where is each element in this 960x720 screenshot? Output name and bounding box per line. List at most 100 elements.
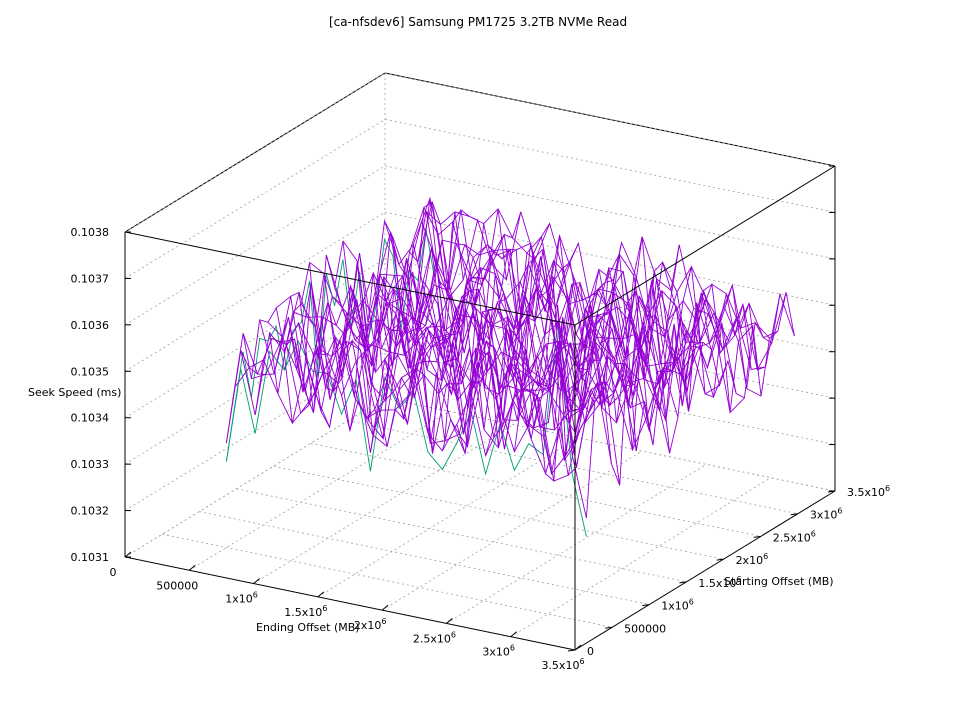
chart-title: [ca-nfsdev6] Samsung PM1725 3.2TB NVMe R… [329, 15, 627, 29]
x-floor-grid-6 [510, 477, 771, 638]
x-tick-label-3: 1.5x106 [284, 604, 327, 619]
y-tick-6 [790, 513, 798, 516]
surface-col-10 [369, 243, 579, 453]
surface-col-3 [269, 209, 478, 394]
y-tick-label-4: 2x106 [736, 552, 769, 567]
y-tick-label-0: 0 [587, 645, 594, 658]
surface-rim-x [225, 323, 587, 537]
surface-row-25 [433, 211, 795, 371]
surface-col-11 [384, 235, 594, 409]
surface-row-17 [367, 256, 729, 399]
surface-col-18 [485, 279, 695, 456]
surface-row-3 [251, 338, 612, 482]
x-axis-label: Ending Offset (MB) [256, 621, 360, 634]
surface-col-9 [355, 243, 565, 435]
x-floor-grid-3 [317, 437, 579, 598]
y-axis-label: Starting Offset (MB) [724, 575, 834, 588]
surface-col-5 [297, 208, 507, 395]
top-edge-right [574, 165, 836, 326]
y-tick-label-6: 3x106 [810, 507, 843, 522]
surface-row-2 [242, 333, 604, 475]
surface-col-0 [225, 211, 435, 444]
x-tick-label-4: 2x106 [354, 617, 387, 632]
z-grid-back-7 [384, 72, 836, 167]
z-tick-label-4: 0.1035 [71, 365, 110, 378]
surface-col-7 [326, 248, 536, 422]
floor-edge-front-y [574, 490, 836, 651]
z-tick-label-0: 0.1031 [71, 551, 110, 564]
axis-ticks: 0.1031 0.1032 0.1033 0.1034 0.1035 0.1036 0.10… [71, 165, 890, 672]
z-tick-label-6: 0.1037 [71, 272, 110, 285]
x-floor-grid-4 [381, 450, 643, 611]
x-floor-grid-5 [446, 464, 707, 624]
grid-lines [124, 72, 836, 651]
z-grid-back-5 [384, 165, 836, 260]
surface-col-8 [341, 223, 550, 439]
z-grid-left-7 [124, 72, 386, 233]
x-tick-label-1: 500000 [156, 579, 198, 592]
y-tick-1 [605, 626, 613, 629]
z-tick-label-2: 0.1033 [71, 458, 110, 471]
y-floor-grid-3 [236, 488, 687, 583]
surface-col-25 [585, 292, 795, 519]
surface-row-11 [317, 295, 679, 432]
surface-row-14 [342, 240, 704, 424]
z-axis-label: Seek Speed (ms) [28, 386, 121, 399]
axis-box-back [124, 72, 836, 557]
y-tick-label-2: 1x106 [661, 598, 694, 613]
z-tick-label-5: 0.1036 [71, 319, 110, 332]
x-floor-grid-2 [253, 424, 514, 584]
x-tick-0 [124, 551, 132, 558]
x-tick-label-5: 2.5x106 [413, 630, 456, 645]
z-grid-back-4 [384, 211, 836, 306]
y-floor-grid-1 [162, 533, 613, 628]
top-edge-front [124, 231, 576, 326]
y-tick-label-7: 3.5x106 [847, 484, 890, 499]
surface-col-12 [398, 256, 608, 454]
x-tick-label-7: 3.5x106 [541, 657, 584, 672]
y-floor-grid-2 [199, 511, 650, 605]
y-floor-grid-5 [310, 443, 761, 537]
x-floor-grid-1 [189, 410, 450, 571]
floor-edge-front-x [124, 556, 576, 651]
y-floor-grid-7 [384, 397, 836, 492]
y-tick-label-1: 500000 [624, 622, 666, 635]
x-tick-5 [446, 618, 453, 624]
surface-col-13 [413, 242, 623, 444]
y-tick-5 [753, 535, 761, 538]
axis-box-front [124, 165, 836, 651]
x-tick-4 [381, 604, 389, 611]
z-tick-label-1: 0.1032 [71, 505, 110, 518]
x-floor-grid-0 [124, 397, 386, 558]
y-tick-0 [567, 649, 576, 652]
y-floor-grid-6 [347, 420, 798, 515]
z-grid-left-4 [124, 211, 386, 372]
x-tick-label-0: 0 [110, 566, 117, 579]
z-grid-left-3 [124, 258, 386, 419]
surface-col-1 [240, 201, 450, 375]
surface-col-6 [312, 211, 522, 429]
y-tick-label-5: 2.5x106 [773, 529, 816, 544]
y-tick-label-3: 1.5x106 [698, 575, 741, 590]
z-grid-left-2 [124, 304, 386, 465]
z-grid-left-1 [124, 351, 386, 511]
z-grid-left-5 [124, 165, 386, 326]
z-tick-label-7: 0.1038 [71, 226, 110, 239]
y-tick-4 [716, 558, 724, 561]
surface-row-24 [425, 208, 787, 371]
x-tick-3 [317, 591, 325, 598]
y-floor-grid-4 [273, 465, 724, 560]
x-tick-7 [574, 644, 582, 651]
x-tick-label-6: 3x106 [482, 644, 515, 659]
z-tick-label-3: 0.1034 [71, 412, 110, 425]
y-tick-2 [642, 604, 650, 607]
y-tick-7 [827, 490, 836, 493]
y-tick-3 [679, 581, 687, 584]
z-grid-left-6 [124, 119, 386, 279]
x-tick-6 [510, 631, 518, 638]
surface-mesh [225, 196, 795, 537]
x-tick-label-2: 1x106 [225, 591, 258, 606]
x-tick-1 [188, 564, 196, 571]
z-grid-back-6 [384, 119, 836, 213]
